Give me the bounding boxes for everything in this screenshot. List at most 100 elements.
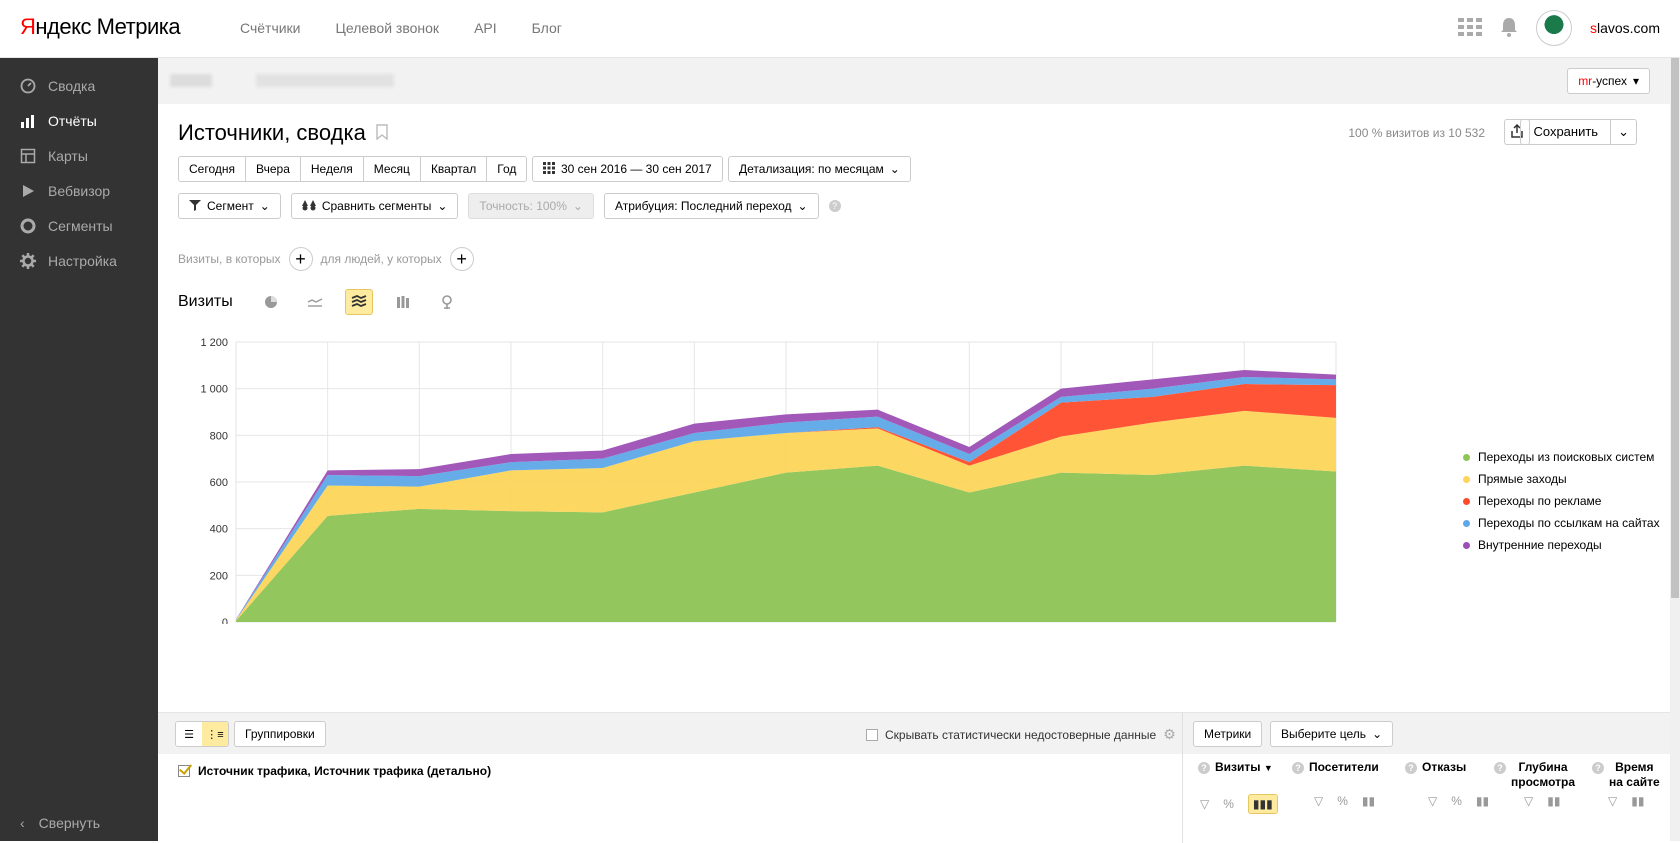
period-selector: Сегодня Вчера Неделя Месяц Квартал Год [178, 156, 528, 182]
sidebar-item-webvisor[interactable]: Вебвизор [0, 173, 158, 208]
column-visitors[interactable]: ? Посетители [1292, 760, 1379, 775]
user-name[interactable]: slavos.com [1589, 20, 1660, 36]
column-depth[interactable]: ? Глубина просмотра [1494, 760, 1575, 790]
chevron-down-icon[interactable]: ⌄ [1610, 120, 1636, 144]
filter-icon[interactable]: ▽ [1200, 797, 1210, 811]
percent-icon[interactable]: % [1223, 797, 1234, 811]
help-icon[interactable]: ? [1494, 762, 1506, 774]
play-icon [20, 183, 36, 199]
legend-item[interactable]: Переходы по рекламе [1463, 490, 1660, 512]
bar-chart-icon[interactable]: ▮▮ [1547, 794, 1561, 808]
column-time[interactable]: ? Время на сайте [1592, 760, 1660, 790]
filter-icon[interactable]: ▽ [1314, 794, 1324, 808]
legend-item[interactable]: Прямые заходы [1463, 468, 1660, 490]
report-area: Источники, сводка 100 % визитов из 10 53… [158, 104, 1670, 843]
hide-unreliable-checkbox[interactable]: Скрывать статистически недостоверные дан… [866, 726, 1176, 743]
compare-segments-button[interactable]: Сравнить сегменты ⌄ [290, 193, 459, 219]
map-pin-icon[interactable] [433, 289, 461, 315]
help-icon[interactable]: ? [1292, 762, 1304, 774]
y-tick-label: 1 200 [200, 337, 228, 349]
sidebar-item-segments[interactable]: Сегменты [0, 208, 158, 243]
percent-icon[interactable]: % [1451, 794, 1462, 808]
period-yesterday[interactable]: Вчера [245, 156, 301, 182]
apps-grid-icon[interactable] [1457, 17, 1482, 39]
column-bounces[interactable]: ? Отказы [1405, 760, 1466, 775]
add-people-condition-button[interactable]: + [449, 247, 474, 271]
metrics-button[interactable]: Метрики [1193, 721, 1263, 747]
percent-icon[interactable]: % [1337, 794, 1348, 808]
legend-dot [1463, 497, 1470, 505]
filter-icon[interactable]: ▽ [1608, 794, 1618, 808]
pie-chart-icon[interactable] [257, 289, 285, 315]
avatar[interactable] [1535, 10, 1572, 46]
blurred-breadcrumb [170, 74, 212, 87]
chevron-down-icon: ▾ [1632, 74, 1639, 88]
help-icon[interactable]: ? [1405, 762, 1417, 774]
export-button[interactable] [1504, 119, 1530, 145]
area-chart-icon[interactable] [344, 289, 373, 315]
sidebar-item-settings[interactable]: Настройка [0, 243, 158, 278]
bars-icon [20, 113, 36, 129]
list-view-icon[interactable]: ☰ [176, 722, 202, 746]
column-visits[interactable]: ? Визиты ▼ [1198, 760, 1273, 776]
period-today[interactable]: Сегодня [178, 156, 246, 182]
sidebar-item-summary[interactable]: Сводка [0, 68, 158, 103]
filter-icon[interactable]: ▽ [1524, 794, 1534, 808]
nav-blog[interactable]: Блог [531, 20, 562, 36]
checkbox[interactable] [866, 728, 878, 741]
y-tick-label: 0 [222, 617, 228, 624]
sidebar-item-maps[interactable]: Карты [0, 138, 158, 173]
bookmark-icon[interactable] [376, 120, 388, 146]
collapse-sidebar-button[interactable]: ‹ Свернуть [20, 815, 101, 831]
help-icon[interactable]: ? [1592, 762, 1604, 774]
date-range-picker[interactable]: 30 сен 2016 — 30 сен 2017 [532, 156, 723, 182]
line-chart-icon[interactable] [301, 289, 329, 315]
accuracy-dropdown[interactable]: Точность: 100% ⌄ [468, 193, 594, 219]
nav-target-call[interactable]: Целевой звонок [335, 20, 440, 36]
grouping-checkbox[interactable] [178, 765, 190, 777]
groupings-button[interactable]: Группировки [234, 721, 326, 747]
visits-column-controls: ▽% ▮▮▮ [1200, 794, 1278, 814]
help-icon[interactable]: ? [1198, 762, 1210, 774]
bar-chart-icon[interactable] [389, 289, 417, 315]
gear-icon[interactable]: ⚙ [1163, 726, 1176, 742]
y-tick-label: 800 [210, 430, 228, 442]
period-year[interactable]: Год [486, 156, 528, 182]
legend-dot [1463, 475, 1470, 483]
attribution-dropdown[interactable]: Атрибуция: Последний переход ⌄ [603, 193, 819, 219]
legend-item[interactable]: Внутренние переходы [1463, 534, 1660, 556]
chevron-down-icon: ⌄ [889, 162, 900, 176]
series-area-1 [236, 410, 1336, 621]
detail-dropdown[interactable]: Детализация: по месяцам ⌄ [728, 156, 911, 182]
goal-dropdown[interactable]: Выберите цель ⌄ [1270, 721, 1394, 747]
sidebar-item-reports[interactable]: Отчёты [0, 103, 158, 138]
bar-chart-icon[interactable]: ▮▮▮ [1247, 794, 1278, 814]
yandex-metrika-logo[interactable]: Яндекс Метрика [20, 14, 181, 39]
bar-chart-icon[interactable]: ▮▮ [1361, 794, 1376, 808]
nav-counters[interactable]: Счётчики [240, 20, 301, 36]
scrollbar[interactable] [1670, 58, 1680, 841]
period-month[interactable]: Месяц [362, 156, 421, 182]
bell-icon[interactable] [1500, 17, 1518, 40]
legend-label: Прямые заходы [1478, 472, 1567, 486]
add-visit-condition-button[interactable]: + [288, 247, 313, 271]
legend-item[interactable]: Переходы по ссылкам на сайтах [1463, 512, 1660, 534]
counter-selector[interactable]: mr-успех ▾ [1567, 68, 1650, 94]
legend-label: Переходы по ссылкам на сайтах [1478, 516, 1660, 530]
series-area-0 [236, 465, 1336, 622]
bar-chart-icon[interactable]: ▮▮ [1475, 794, 1490, 808]
view-toggle: ☰ ⋮≡ [175, 721, 229, 747]
nav-api[interactable]: API [474, 20, 497, 36]
bar-chart-icon[interactable]: ▮▮ [1631, 794, 1645, 808]
period-week[interactable]: Неделя [299, 156, 364, 182]
segment-button[interactable]: Сегмент ⌄ [178, 193, 281, 219]
tree-view-icon[interactable]: ⋮≡ [202, 722, 228, 746]
pie-icon [20, 218, 36, 234]
save-button[interactable]: Сохранить ⌄ [1520, 119, 1637, 145]
help-icon[interactable]: ? [828, 200, 841, 212]
scrollbar-thumb[interactable] [1671, 58, 1679, 598]
filter-icon[interactable]: ▽ [1428, 794, 1438, 808]
top-nav: Счётчики Целевой звонок API Блог [240, 20, 562, 36]
legend-item[interactable]: Переходы из поисковых систем [1463, 446, 1660, 468]
period-quarter[interactable]: Квартал [419, 156, 488, 182]
